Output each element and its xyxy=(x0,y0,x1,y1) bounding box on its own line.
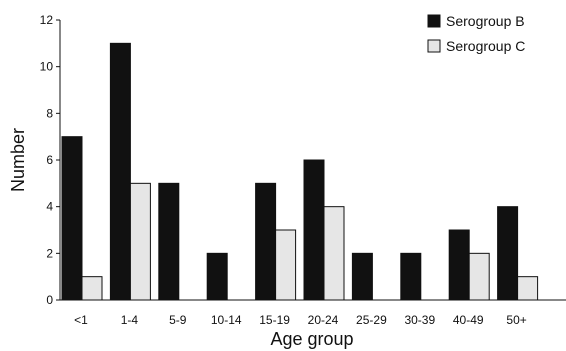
bar-serogroup-c xyxy=(81,276,103,301)
y-tick-label: 2 xyxy=(46,246,53,260)
legend-swatch-serogroup-c xyxy=(427,39,441,53)
y-tick-label: 8 xyxy=(46,106,53,120)
y-tick-label: 4 xyxy=(46,200,53,214)
bar-serogroup-b xyxy=(206,252,228,301)
bar-serogroup-c xyxy=(275,229,297,301)
bar-serogroup-c xyxy=(129,182,151,301)
bar-serogroup-b xyxy=(448,229,470,301)
legend-label-serogroup-b: Serogroup B xyxy=(446,13,525,29)
x-axis-title: Age group xyxy=(270,329,353,349)
bar-serogroup-c xyxy=(468,252,490,301)
bar-serogroup-b xyxy=(400,252,422,301)
legend: Serogroup B Serogroup C xyxy=(427,13,525,54)
bars xyxy=(61,42,539,301)
y-tick-label: 0 xyxy=(46,293,53,307)
x-tick-labels: <1 1-4 5-9 10-14 15-19 20-24 25-29 30-39 40-49 50… xyxy=(74,313,527,327)
x-tick-label: 1-4 xyxy=(121,313,139,327)
legend-label-serogroup-c: Serogroup C xyxy=(446,38,525,54)
x-tick-label: 25-29 xyxy=(356,313,387,327)
bar-serogroup-b xyxy=(158,182,180,301)
x-tick-label: 40-49 xyxy=(453,313,484,327)
bar-serogroup-b xyxy=(61,136,83,301)
x-tick-label: 5-9 xyxy=(169,313,187,327)
bar-serogroup-b xyxy=(497,206,519,301)
bar-serogroup-b xyxy=(303,159,325,301)
legend-swatch-serogroup-b xyxy=(427,14,441,28)
bar-serogroup-b xyxy=(255,182,277,301)
bar-serogroup-c xyxy=(517,276,539,301)
y-axis: 0 2 4 6 8 10 12 xyxy=(40,13,61,307)
bar-serogroup-b xyxy=(109,42,131,301)
x-tick-label: 50+ xyxy=(506,313,526,327)
y-tick-label: 12 xyxy=(40,13,54,27)
bar-serogroup-c xyxy=(323,206,345,301)
y-tick-label: 6 xyxy=(46,153,53,167)
x-tick-label: 20-24 xyxy=(308,313,339,327)
bar-serogroup-b xyxy=(351,252,373,301)
x-tick-label: 10-14 xyxy=(211,313,242,327)
x-tick-label: <1 xyxy=(74,313,88,327)
x-tick-label: 15-19 xyxy=(259,313,290,327)
y-axis-title: Number xyxy=(8,128,28,192)
x-tick-label: 30-39 xyxy=(404,313,435,327)
y-tick-label: 10 xyxy=(40,60,54,74)
